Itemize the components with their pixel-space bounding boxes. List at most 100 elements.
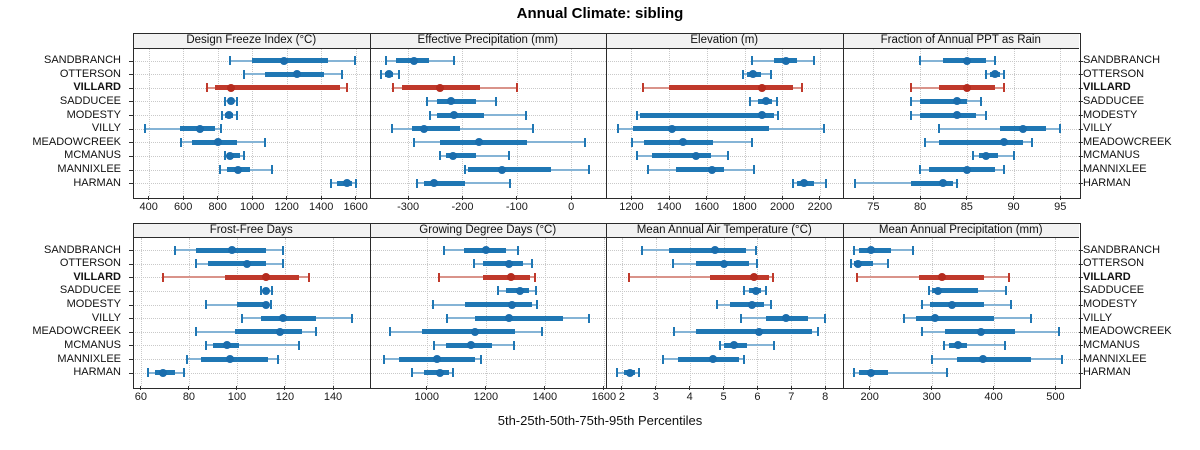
whisker-cap-5th [144,124,147,134]
gridline-vertical [321,48,323,196]
median-dot [158,368,167,377]
iqr-box-25-75 [675,167,724,173]
median-dot [990,70,999,79]
gridline-vertical [426,238,428,386]
gridline-vertical [408,48,410,196]
median-dot [515,286,524,295]
x-axis-tick-label: 85 [960,201,973,213]
x-axis-tick-label: 1200 [473,391,499,403]
x-axis-tick [966,196,968,200]
gridline-vertical [920,48,922,196]
x-axis-tick [872,196,874,200]
station-label-left: MANNIXLEE [57,163,121,176]
whisker-cap-5th [671,259,674,269]
iqr-box-25-75 [465,302,532,308]
x-axis-tick-label: 1600 [591,391,617,403]
station-label-right: OTTERSON [1083,67,1145,80]
median-dot [261,273,270,282]
median-dot [481,246,490,254]
y-axis-tick-right [1079,155,1083,157]
x-axis-tick-label: 80 [913,201,927,213]
whisker-cap-95th [764,286,767,296]
whisker-cap-95th [727,151,730,161]
station-label-left: SANDBRANCH [43,54,121,66]
y-axis-tick-right [1079,169,1083,171]
whisker-cap-5th [719,340,722,350]
gridline-vertical [621,238,623,386]
x-axis-tick [217,196,219,200]
gridline-horizontal [133,290,370,292]
y-axis-tick-right [1079,128,1083,130]
whisker-cap-95th [1003,69,1006,79]
whisker-cap-95th [517,245,520,255]
median-dot [505,314,514,323]
x-axis-tick [790,386,792,390]
x-axis-tick [485,386,487,390]
median-dot [748,70,757,79]
whisker-5-95 [720,344,775,347]
gridline-horizontal [133,155,370,157]
whisker-cap-95th [242,151,245,161]
iqr-box-25-75 [919,274,985,280]
iqr-box-25-75 [916,315,994,321]
whisker-cap-5th [426,96,429,106]
gridline-horizontal [369,60,606,62]
gridline-vertical [689,238,691,386]
median-dot [751,286,760,295]
whisker-cap-5th [921,300,924,310]
station-label-left: MANNIXLEE [57,352,121,365]
y-axis-tick-left [129,359,133,361]
iqr-box-25-75 [652,153,711,159]
whisker-cap-95th [452,368,455,378]
whisker-cap-95th [587,165,590,175]
y-axis-tick-right [1079,359,1083,361]
x-axis-tick-label: 1600 [694,201,720,213]
station-label-right: VILLY [1083,122,1113,135]
median-dot [261,300,270,309]
whisker-cap-95th [235,96,238,106]
y-axis-tick-left [129,250,133,251]
station-label-left: SANDBRANCH [43,243,121,256]
x-axis-tick [869,386,871,390]
whisker-cap-95th [773,340,776,350]
gridline-vertical [544,238,546,386]
x-axis-tick [621,386,623,390]
whisker-cap-5th [224,151,227,161]
whisker-cap-95th [535,300,538,310]
whisker-cap-95th [346,83,349,93]
y-axis-tick-right [1079,277,1083,279]
whisker-cap-5th [439,151,442,161]
y-axis-tick-left [129,372,133,374]
iqr-box-25-75 [482,274,531,280]
gridline-horizontal [369,290,606,292]
whisker-cap-5th [937,124,940,134]
median-dot [758,111,767,120]
median-dot [953,341,962,350]
gridline-vertical [931,238,933,386]
y-axis-tick-right [1079,101,1083,103]
station-label-left: SADDUCEE [59,94,121,107]
whisker-cap-5th [204,340,207,350]
whisker-cap-95th [264,137,267,147]
iqr-box-25-75 [260,315,317,321]
whisker-cap-95th [824,313,827,323]
median-dot [261,286,270,295]
median-dot [228,246,237,254]
station-label-left: MEADOWCREEK [32,135,121,148]
x-axis-tick [824,386,826,390]
median-dot [748,300,757,309]
panel-plot-mean_annual_air_temperature [606,238,843,386]
gridline-vertical [655,238,657,386]
median-dot [225,151,234,160]
gridline-vertical [744,48,746,196]
x-axis-tick [756,386,758,390]
iqr-box-25-75 [411,126,461,132]
iqr-box-25-75 [677,356,739,362]
whisker-cap-95th [1029,313,1032,323]
x-axis-tick-label: 3 [652,391,659,403]
whisker-cap-5th [641,83,644,93]
whisker-cap-5th [641,245,644,255]
whisker-cap-95th [770,300,772,310]
x-axis-tick-label: -300 [397,201,420,213]
